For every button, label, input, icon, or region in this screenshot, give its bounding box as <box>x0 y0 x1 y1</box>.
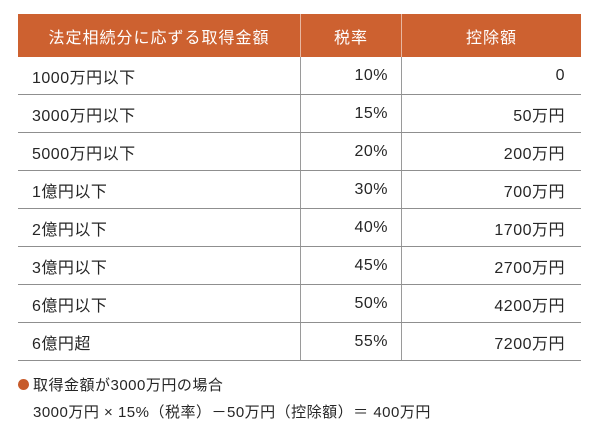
inheritance-tax-rate-table: 法定相続分に応ずる取得金額 税率 控除額 1000万円以下 10% 0 3000… <box>18 14 581 361</box>
cell-rate: 10% <box>300 57 401 94</box>
cell-rate: 50% <box>300 285 401 322</box>
cell-bracket: 5000万円以下 <box>32 145 136 163</box>
table-row: 6億円以下 50% 4200万円 <box>18 285 581 323</box>
cell-bracket: 6億円以下 <box>32 297 108 315</box>
header-acquisition-amount: 法定相続分に応ずる取得金額 <box>48 29 270 47</box>
table-row: 3000万円以下 15% 50万円 <box>18 95 581 133</box>
header-deduction: 控除額 <box>401 14 581 57</box>
cell-rate: 45% <box>300 247 401 284</box>
bullet-icon <box>18 378 29 390</box>
cell-deduction: 2700万円 <box>401 247 581 284</box>
cell-rate: 55% <box>300 323 401 360</box>
example-note: 取得金額が3000万円の場合 3000万円 × 15%（税率）－50万円（控除額… <box>18 374 431 421</box>
cell-bracket: 6億円超 <box>32 335 91 353</box>
cell-bracket: 3000万円以下 <box>32 107 136 125</box>
table-header-row: 法定相続分に応ずる取得金額 税率 控除額 <box>18 14 581 57</box>
cell-deduction: 1700万円 <box>401 209 581 246</box>
table-row: 3億円以下 45% 2700万円 <box>18 247 581 285</box>
cell-rate: 15% <box>300 95 401 132</box>
cell-rate: 30% <box>300 171 401 208</box>
cell-deduction: 7200万円 <box>401 323 581 360</box>
header-tax-rate: 税率 <box>300 14 401 57</box>
table-row: 2億円以下 40% 1700万円 <box>18 209 581 247</box>
table-row: 6億円超 55% 7200万円 <box>18 323 581 361</box>
cell-rate: 20% <box>300 133 401 170</box>
cell-bracket: 2億円以下 <box>32 221 108 239</box>
cell-bracket: 3億円以下 <box>32 259 108 277</box>
table-row: 5000万円以下 20% 200万円 <box>18 133 581 171</box>
table-row: 1億円以下 30% 700万円 <box>18 171 581 209</box>
cell-deduction: 200万円 <box>401 133 581 170</box>
cell-bracket: 1000万円以下 <box>32 69 136 87</box>
note-formula-text: 3000万円 × 15%（税率）－50万円（控除額）＝ 400万円 <box>33 404 431 421</box>
note-case-line: 取得金額が3000万円の場合 <box>18 374 431 394</box>
cell-deduction: 4200万円 <box>401 285 581 322</box>
table-row: 1000万円以下 10% 0 <box>18 57 581 95</box>
cell-bracket: 1億円以下 <box>32 183 108 201</box>
cell-deduction: 0 <box>401 57 581 94</box>
cell-deduction: 700万円 <box>401 171 581 208</box>
note-case-text: 取得金額が3000万円の場合 <box>33 376 224 394</box>
cell-rate: 40% <box>300 209 401 246</box>
cell-deduction: 50万円 <box>401 95 581 132</box>
